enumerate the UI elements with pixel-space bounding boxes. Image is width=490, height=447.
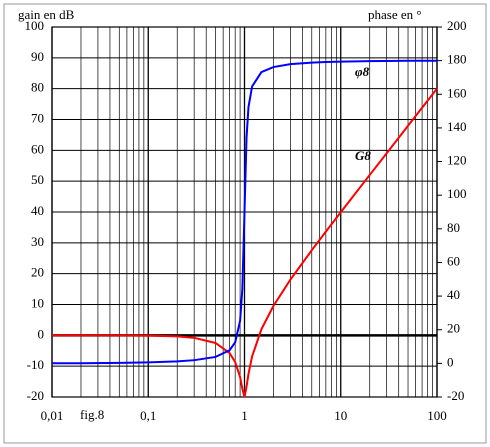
y-tick-label: -10: [27, 357, 44, 372]
y2-tick-label: -20: [447, 388, 464, 403]
y-tick-label: -20: [27, 388, 44, 403]
y-tick-label: 70: [31, 110, 44, 125]
y-tick-label: 80: [31, 80, 44, 95]
y2-tick-label: 200: [447, 18, 467, 33]
y-tick-label: 0: [38, 326, 45, 341]
annotation: fig.8: [80, 407, 104, 422]
x-tick-label: 100: [427, 408, 447, 423]
x-tick-label: 1: [241, 408, 248, 423]
y2-tick-label: 120: [447, 153, 467, 168]
y-tick-label: 10: [31, 295, 44, 310]
y2-tick-label: 40: [447, 287, 460, 302]
y-tick-label: 60: [31, 141, 44, 156]
y2-axis-title: phase en °: [368, 7, 422, 22]
y-tick-label: 20: [31, 265, 44, 280]
y-tick-label: 100: [25, 18, 45, 33]
y-tick-label: 40: [31, 203, 44, 218]
y2-tick-label: 80: [447, 220, 460, 235]
y-tick-label: 90: [31, 49, 44, 64]
y2-tick-label: 100: [447, 186, 467, 201]
series-line: [52, 59, 437, 365]
series-line: [52, 88, 438, 398]
y-tick-label: 50: [31, 172, 44, 187]
y-tick-label: 30: [31, 234, 44, 249]
y2-tick-label: 140: [447, 119, 467, 134]
x-tick-label: 0,1: [140, 408, 156, 423]
x-tick-label: 0,01: [41, 408, 64, 423]
x-tick-label: 10: [334, 408, 347, 423]
y2-tick-label: 20: [447, 321, 460, 336]
y2-tick-label: 0: [447, 354, 454, 369]
y2-tick-label: 160: [447, 85, 467, 100]
y2-tick-label: 60: [447, 253, 460, 268]
y2-tick-label: 180: [447, 52, 467, 67]
legend-label: G8: [355, 148, 371, 163]
legend-label: φ8: [355, 64, 370, 79]
y-axis-title: gain en dB: [18, 7, 75, 22]
